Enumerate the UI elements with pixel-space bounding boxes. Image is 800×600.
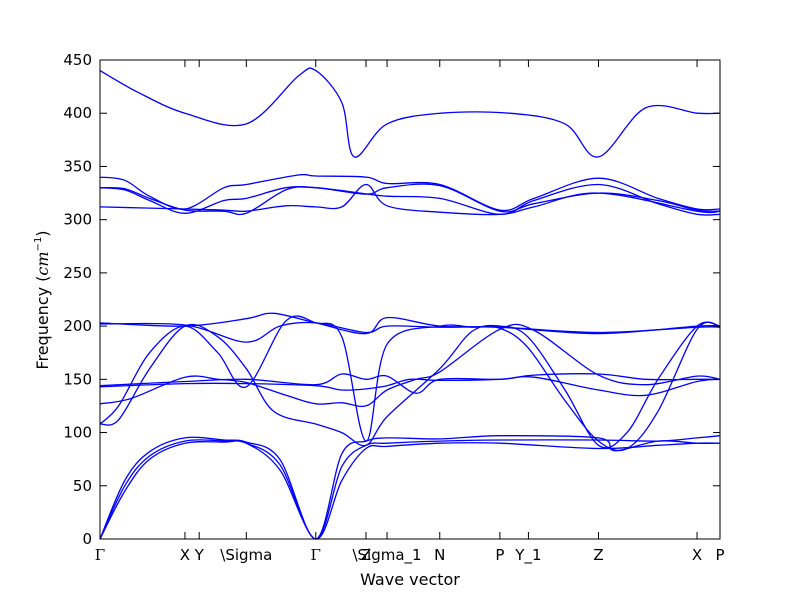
x-tick-label: Y_1 (514, 546, 541, 565)
y-axis: 0 50 100 150 200 250 300 350 400 450 (63, 51, 720, 548)
x-axis-label: Wave vector (360, 570, 460, 589)
x-tick-label: Y (194, 546, 205, 564)
band-line-15 (99, 440, 721, 540)
band-line-11 (99, 373, 720, 394)
x-tick-label: X (692, 546, 702, 564)
band-line-13 (99, 435, 721, 540)
y-tick-label: 100 (63, 424, 92, 442)
x-tick-label: Γ (95, 546, 105, 564)
y-tick-label: 150 (63, 370, 92, 388)
x-tick-label: N (434, 546, 445, 564)
y-tick-label: 200 (63, 317, 92, 335)
y-axis-label: Frequency (cm−1) (33, 230, 52, 369)
y-tick-label: 300 (63, 211, 92, 229)
band-line-5 (99, 183, 721, 216)
y-tick-label: 50 (73, 477, 92, 495)
y-tick-label: 350 (63, 157, 92, 175)
band-line-2 (99, 173, 721, 212)
y-tick-label: 400 (63, 104, 92, 122)
band-line-6 (99, 312, 721, 335)
x-tick-label: \Sigma_1 (352, 546, 421, 565)
x-tick-label: Γ (311, 546, 321, 564)
x-tick-label: P (495, 546, 504, 564)
y-tick-label: 0 (82, 530, 92, 548)
band-line-3 (99, 183, 721, 216)
x-tick-label: \Sigma (220, 546, 272, 564)
band-line-8 (99, 321, 721, 449)
x-tick-label: P (715, 546, 724, 564)
y-tick-label: 450 (63, 51, 92, 69)
x-tick-label: Z (361, 546, 371, 564)
band-line-10 (99, 323, 721, 408)
band-line-14 (99, 435, 721, 540)
plot-frame (99, 59, 721, 540)
x-axis: Γ X Y \Sigma Γ Z\Sigma_1 N P Y_1 Z X P (95, 60, 725, 565)
band-line-12 (99, 376, 721, 397)
y-tick-label: 250 (63, 264, 92, 282)
band-lines (99, 67, 721, 540)
x-tick-label: X (180, 546, 190, 564)
band-line-4 (99, 183, 721, 216)
band-line-7 (99, 321, 721, 343)
x-tick-label: Z (593, 546, 603, 564)
band-line-1 (99, 67, 721, 158)
